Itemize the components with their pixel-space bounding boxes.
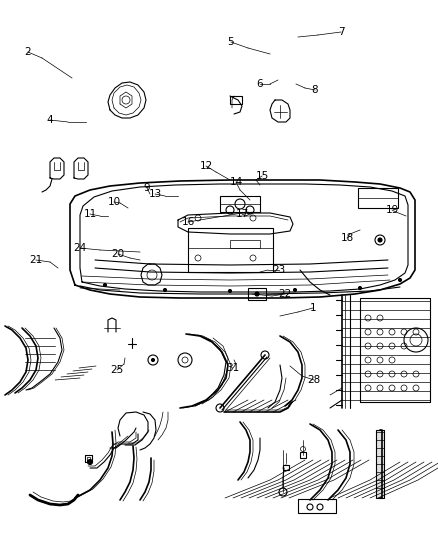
- Text: 31: 31: [226, 363, 240, 373]
- Bar: [358, 188, 398, 208]
- Text: 6: 6: [257, 79, 263, 89]
- Text: 25: 25: [110, 365, 124, 375]
- Text: 4: 4: [47, 115, 53, 125]
- Bar: [220, 196, 260, 212]
- Text: 17: 17: [235, 209, 249, 219]
- Text: 1: 1: [310, 303, 316, 313]
- Bar: [230, 96, 242, 104]
- Circle shape: [378, 238, 382, 242]
- Circle shape: [163, 288, 166, 292]
- Text: 12: 12: [199, 161, 212, 171]
- Bar: [300, 452, 306, 458]
- Text: 19: 19: [385, 205, 399, 215]
- Circle shape: [255, 292, 259, 296]
- Circle shape: [229, 289, 232, 293]
- Text: 14: 14: [230, 177, 243, 187]
- Text: 24: 24: [74, 243, 87, 253]
- Bar: [283, 465, 289, 470]
- Text: 10: 10: [107, 197, 120, 207]
- Text: 23: 23: [272, 265, 286, 275]
- Text: 8: 8: [312, 85, 318, 95]
- Circle shape: [103, 284, 106, 287]
- Text: 22: 22: [279, 289, 292, 299]
- Text: 16: 16: [181, 217, 194, 227]
- Text: 18: 18: [340, 233, 353, 243]
- Circle shape: [152, 359, 155, 361]
- Text: 5: 5: [228, 37, 234, 47]
- Circle shape: [88, 459, 92, 464]
- Bar: [248, 288, 266, 300]
- Bar: [298, 499, 336, 513]
- Text: 11: 11: [83, 209, 97, 219]
- Text: 20: 20: [111, 249, 124, 259]
- Text: 21: 21: [29, 255, 42, 265]
- Text: 7: 7: [338, 27, 344, 37]
- Circle shape: [293, 288, 297, 292]
- Text: 9: 9: [144, 183, 150, 193]
- Text: 28: 28: [307, 375, 321, 385]
- Circle shape: [358, 287, 361, 289]
- Bar: [188, 228, 273, 272]
- Circle shape: [399, 279, 402, 281]
- Text: 2: 2: [25, 47, 31, 57]
- Bar: [230, 240, 260, 248]
- Text: 13: 13: [148, 189, 162, 199]
- Bar: [376, 430, 384, 498]
- Text: 15: 15: [255, 171, 268, 181]
